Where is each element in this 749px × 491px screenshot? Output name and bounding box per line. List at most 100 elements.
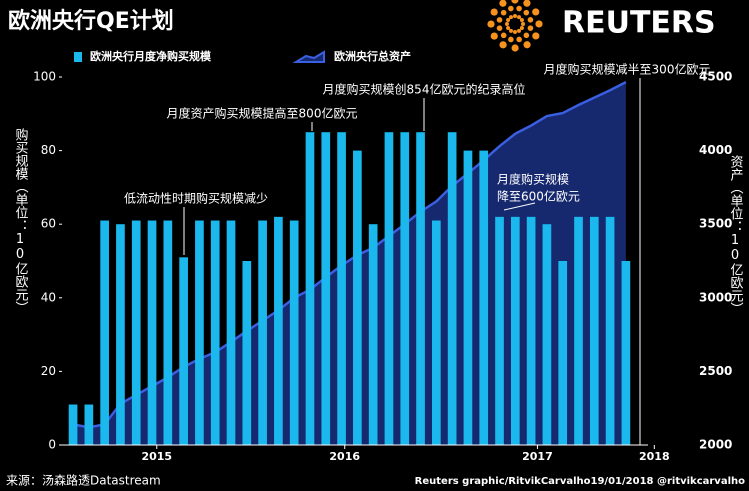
credit: Reuters graphic/RitvikCarvalho19/01/2018… [415, 476, 745, 487]
bar [100, 220, 109, 445]
y-tick-label: 60 [41, 217, 56, 231]
x-tick-label: 2017 [522, 450, 553, 463]
annotation-leader [503, 202, 536, 211]
logo-dot [511, 0, 519, 4]
logo-dot [508, 5, 514, 12]
bar [621, 261, 631, 445]
y2-tick-label: 2500 [699, 364, 732, 378]
y-axis-label: 购买规模（单位：10亿欧元） [13, 127, 29, 314]
logo-dot [506, 26, 511, 30]
bar [432, 220, 441, 445]
logo-dot [527, 25, 534, 31]
bar [84, 404, 94, 445]
logo-dot [523, 32, 530, 39]
logo [487, 0, 543, 52]
y2-tick-label: 4000 [699, 143, 732, 157]
bar [589, 216, 599, 445]
chart-title: 欧洲央行QE计划 [8, 8, 174, 34]
logo-dot [517, 15, 521, 20]
logo-dot [523, 9, 530, 16]
logo-dot [496, 17, 503, 23]
y2-tick-label: 2000 [699, 438, 732, 452]
legend-swatch [74, 52, 82, 62]
logo-dot [500, 32, 507, 39]
logo-dot [496, 25, 503, 31]
bar [147, 220, 157, 445]
logo-dot [508, 36, 514, 43]
y2-axis-label: 资产（单位：10亿欧元） [728, 155, 744, 315]
y-tick-label: 80 [41, 143, 56, 157]
y2-tick-label: 3500 [699, 217, 732, 231]
brand: REUTERS [562, 6, 716, 41]
logo-dot [511, 44, 519, 52]
x-tick-label: 2015 [141, 450, 172, 463]
annotation: 月度购买规模减半至300亿欧元 [544, 62, 711, 77]
plot-area [68, 81, 631, 445]
y2-tick-label: 4500 [699, 70, 732, 84]
logo-dot [490, 8, 498, 16]
bar [574, 216, 583, 445]
bar [495, 216, 504, 445]
bar [384, 132, 394, 445]
logo-dot [499, 41, 507, 49]
y2-tick-label: 3000 [699, 290, 732, 304]
y-tick-label: 20 [41, 364, 56, 378]
logo-dot [523, 41, 531, 49]
bar [195, 220, 204, 445]
legend-swatch [292, 50, 325, 63]
bar [242, 261, 252, 445]
bar [400, 132, 410, 445]
x-tick-label: 2018 [639, 450, 670, 463]
bar [226, 220, 236, 445]
bar [68, 404, 78, 445]
logo-dot [517, 28, 521, 33]
legend-label: 欧洲央行月度净购买规模 [90, 49, 212, 63]
bar [353, 150, 362, 445]
bar [510, 216, 520, 445]
logo-dot [505, 22, 509, 26]
bar [258, 220, 267, 445]
logo-dot [521, 22, 525, 26]
logo-dot [509, 15, 513, 20]
annotation: 月度资产购买规模提高至800亿欧元 [167, 106, 358, 121]
bar [210, 220, 220, 445]
logo-dot [516, 5, 522, 12]
bar [463, 150, 473, 445]
source: 来源：汤森路透Datastream [6, 473, 161, 488]
bar [479, 150, 489, 445]
logo-dot [490, 32, 498, 40]
logo-dot [506, 18, 511, 22]
bar [321, 132, 331, 445]
logo-dot [519, 26, 524, 30]
bar [163, 220, 173, 445]
logo-dot [499, 0, 507, 7]
bar [558, 261, 568, 445]
annotation: 低流动性时期购买规模减少 [124, 191, 268, 206]
bar [116, 224, 125, 445]
bar [526, 216, 536, 445]
bar [179, 257, 188, 445]
logo-dot [500, 9, 507, 16]
bar [289, 220, 299, 445]
logo-dot [509, 28, 513, 33]
y-tick-label: 0 [48, 438, 56, 452]
logo-dot [523, 0, 531, 7]
x-tick-label: 2016 [329, 450, 360, 463]
legend-label: 欧洲央行总资产 [334, 49, 411, 63]
bar [368, 224, 378, 445]
logo-dot [532, 32, 540, 40]
bar [131, 220, 141, 445]
logo-dot [527, 17, 534, 23]
annotation: 月度购买规模创854亿欧元的纪录高位 [323, 82, 526, 97]
logo-dot [487, 20, 495, 28]
logo-dot [516, 36, 522, 43]
annotation: 降至600亿欧元 [497, 189, 580, 204]
bar [337, 132, 346, 445]
bar [542, 224, 552, 445]
bar [447, 132, 457, 445]
logo-dot [535, 20, 543, 28]
bar [274, 216, 283, 445]
bar [305, 132, 315, 445]
logo-dot [519, 18, 524, 22]
